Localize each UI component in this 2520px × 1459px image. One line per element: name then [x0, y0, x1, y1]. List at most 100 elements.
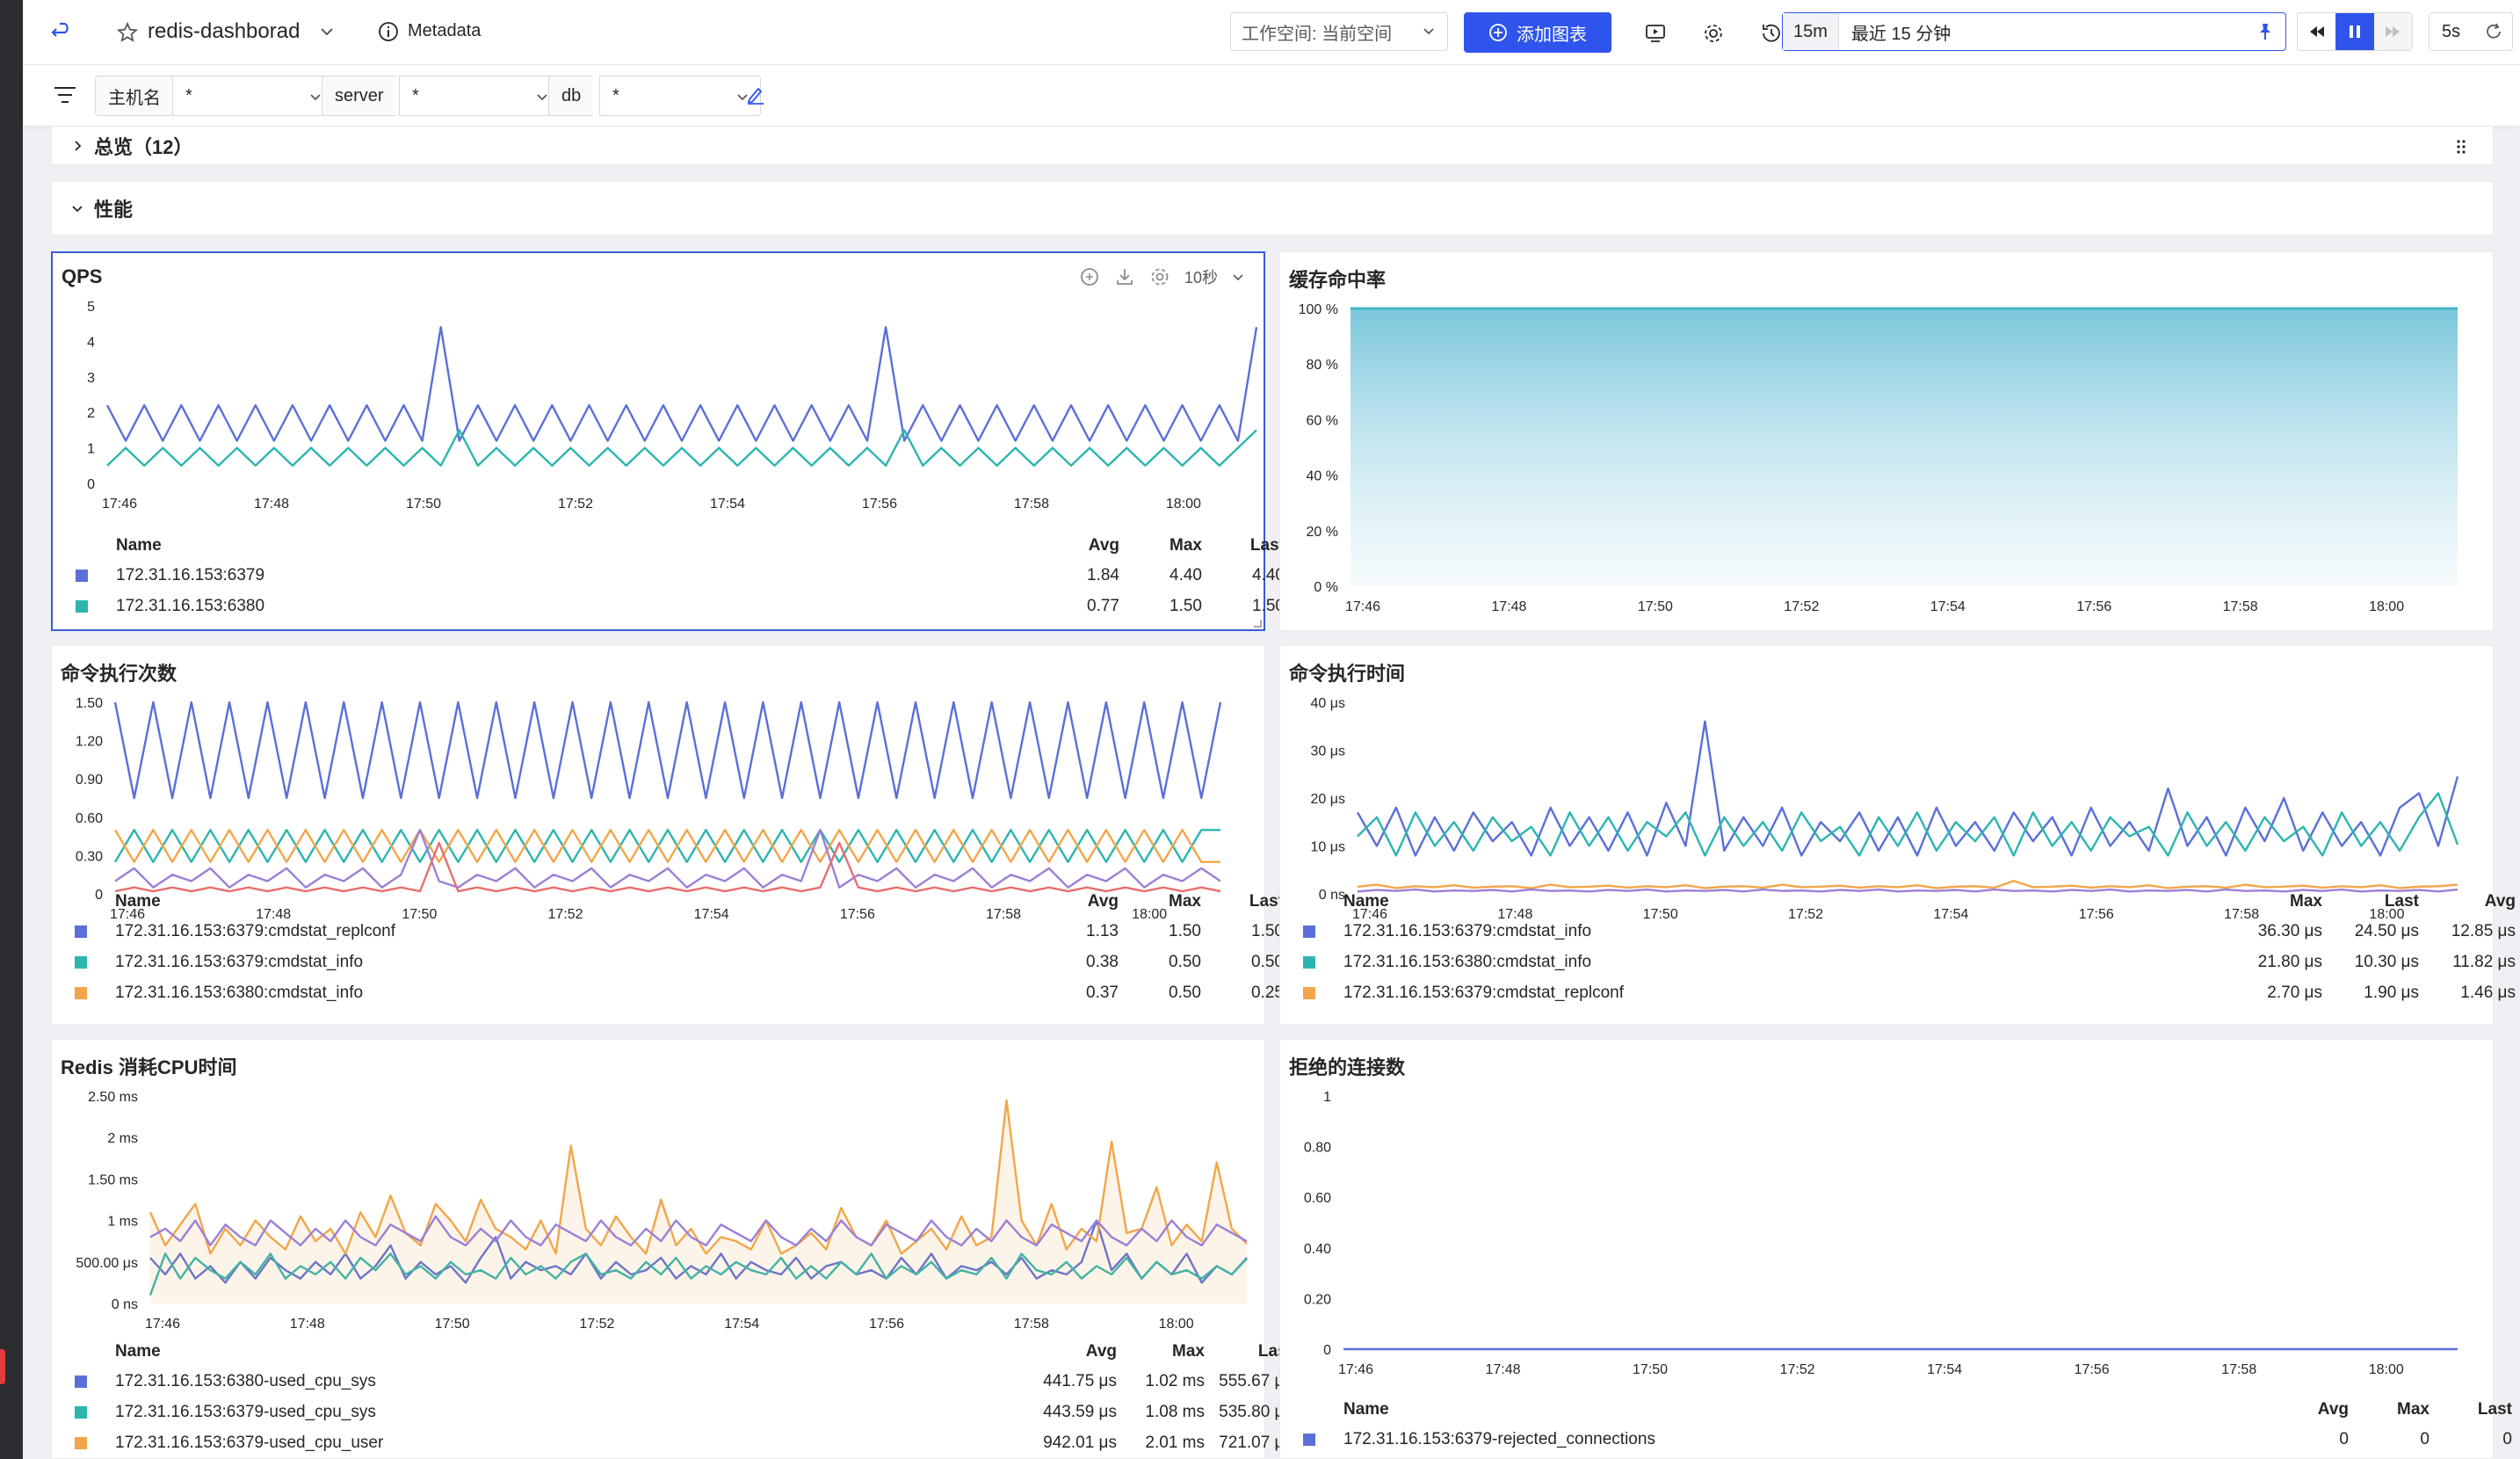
y-tick-label: 40 μs	[1311, 696, 1345, 711]
download-icon[interactable]	[1114, 266, 1135, 287]
series-line[interactable]	[113, 829, 1220, 863]
gear-icon[interactable]	[1149, 266, 1170, 287]
legend-header-col[interactable]: Max	[1172, 1342, 1205, 1361]
legend-header-col[interactable]: Avg	[1085, 1342, 1117, 1361]
filter-select-db[interactable]: *	[599, 76, 761, 116]
legend-row[interactable]: 172.31.16.153:6379:cmdstat_replconf 1.13 1…	[75, 918, 1284, 945]
row-performance[interactable]: 性能	[51, 181, 2494, 236]
legend-row[interactable]: 172.31.16.153:6379 1.84 4.40 4.40	[76, 563, 1285, 589]
legend-value: 12.85 μs	[2451, 922, 2516, 940]
panel-redis-cpu[interactable]: Redis 消耗CPU时间 0 ns 500.00 μs 1 ms 1.50 ms 2 …	[51, 1039, 1293, 1459]
filter-select-hostname[interactable]: *	[172, 76, 334, 116]
y-tick-label: 0 ns	[1319, 888, 1345, 903]
x-tick-label: 17:58	[1014, 1317, 1049, 1332]
y-tick-label: 0.20	[1304, 1292, 1331, 1307]
panel-command-count[interactable]: 命令执行次数 0 0.30 0.60 0.90 1.20 1.50 17:46 17:48 17…	[51, 645, 1284, 1025]
legend-header-col[interactable]: Last	[2477, 1400, 2512, 1419]
panel-qps[interactable]: QPS 10秒 0 1 2 3 4 5 17:46 17:48 17:50 17:52 17:54 1…	[51, 251, 1285, 631]
history-icon[interactable]	[1754, 16, 1789, 51]
legend-header-col[interactable]: Last	[2384, 892, 2419, 911]
legend-header-col[interactable]: Max	[2397, 1400, 2429, 1419]
legend-header-col[interactable]: Avg	[1087, 892, 1119, 911]
series-line[interactable]	[1357, 792, 2459, 857]
x-tick-label: 17:52	[1780, 1362, 1815, 1374]
legend-row[interactable]: 172.31.16.153:6379-used_cpu_sys 443.59 μs…	[75, 1399, 1293, 1426]
series-line[interactable]	[1357, 880, 2458, 889]
refresh-icon[interactable]	[2484, 22, 2503, 41]
command-time-chart[interactable]: 0 ns 10 μs 20 μs 30 μs 40 μs 17:46 17:48 17:50 1…	[1280, 690, 2491, 922]
legend-row[interactable]: 172.31.16.153:6379:cmdstat_info 0.38 0.50 0…	[75, 949, 1284, 976]
add-chart-button[interactable]: 添加图表	[1464, 12, 1611, 53]
legend-header-col[interactable]: Last	[1249, 536, 1285, 555]
panel-rejected-connections[interactable]: 拒绝的连接数 0 0.20 0.40 0.60 0.80 1 17:46 17:48 17:50…	[1279, 1039, 2512, 1459]
row-overview[interactable]: 总览（12）	[51, 127, 2494, 165]
legend-header-name: Name	[1343, 1400, 1389, 1419]
dashboard-name[interactable]: redis-dashborad	[148, 19, 301, 43]
legend-header-col[interactable]: Max	[2290, 892, 2322, 911]
series-line[interactable]	[148, 1252, 1248, 1296]
series-line[interactable]	[114, 841, 1221, 893]
legend-header-col[interactable]: Last	[1257, 1342, 1293, 1361]
legend-row[interactable]: 172.31.16.153:6379-rejected_connections 0…	[1303, 1426, 2512, 1453]
command-count-chart[interactable]: 0 0.30 0.60 0.90 1.20 1.50 17:46 17:48 17:50 17:5…	[52, 690, 1263, 922]
x-tick-label: 17:46	[1338, 1362, 1373, 1374]
panel-cache-hit-rate[interactable]: 缓存命中率 0 % 20 % 40 % 60 % 80 % 100 % 17:46 17:48…	[1279, 251, 2494, 631]
cache-hit-chart[interactable]: 0 % 20 % 40 % 60 % 80 % 100 % 17:46 17:48 17:50 1…	[1280, 296, 2491, 621]
legend-header-col[interactable]: Avg	[2317, 1400, 2349, 1419]
legend-value: 0.50	[1251, 953, 1284, 971]
legend-row[interactable]: 172.31.16.153:6380:cmdstat_info 0.37 0.50 0…	[75, 980, 1284, 1006]
series-line[interactable]	[1356, 720, 2459, 857]
zoom-icon[interactable]	[1079, 266, 1100, 287]
chevron-down-icon[interactable]	[318, 23, 336, 45]
filter-icon[interactable]	[53, 84, 77, 110]
metadata-link[interactable]: Metadata	[408, 21, 482, 40]
x-tick-label: 17:54	[1933, 907, 1968, 922]
y-tick-label: 0.60	[1304, 1191, 1331, 1206]
redis-cpu-chart[interactable]: 0 ns 500.00 μs 1 ms 1.50 ms 2 ms 2.50 ms 17:46…	[52, 1084, 1263, 1332]
qps-chart[interactable]: 0 1 2 3 4 5 17:46 17:48 17:50 17:52 17:54 17:56 17:5…	[53, 297, 1264, 519]
legend-header-col[interactable]: Last	[1249, 892, 1284, 911]
series-line[interactable]	[149, 1215, 1248, 1247]
chevron-down-icon[interactable]	[1232, 271, 1244, 283]
y-tick-label: 0.90	[76, 773, 103, 788]
edit-icon[interactable]	[745, 84, 766, 110]
legend-header-col[interactable]: Avg	[2484, 892, 2516, 911]
tv-mode-icon[interactable]	[1638, 16, 1673, 51]
back-icon[interactable]	[47, 18, 77, 47]
drag-handle-icon[interactable]	[2456, 139, 2466, 155]
pin-icon[interactable]	[2256, 22, 2275, 41]
filter-select-server[interactable]: *	[399, 76, 561, 116]
legend-row[interactable]: 172.31.16.153:6380 0.77 1.50 1.50	[76, 593, 1285, 620]
gear-icon[interactable]	[1696, 16, 1731, 51]
legend-series-name: 172.31.16.153:6379-used_cpu_sys	[115, 1403, 376, 1421]
series-line[interactable]	[113, 700, 1222, 800]
star-icon[interactable]	[114, 18, 141, 47]
legend-header-col[interactable]: Max	[1169, 536, 1202, 555]
legend-row[interactable]: 172.31.16.153:6380:cmdstat_info 21.80 μs 1…	[1303, 949, 2516, 976]
resize-handle-icon[interactable]	[1253, 619, 1262, 628]
legend-header-col[interactable]: Max	[1169, 892, 1201, 911]
legend-row[interactable]: 172.31.16.153:6379-used_cpu_user 942.01 μ…	[75, 1430, 1293, 1456]
legend-row[interactable]: 172.31.16.153:6379:cmdstat_replconf 2.70 …	[1303, 980, 2516, 1006]
workspace-select[interactable]: 工作空间: 当前空间	[1230, 12, 1448, 51]
rejected-connections-chart[interactable]: 0 0.20 0.40 0.60 0.80 1 17:46 17:48 17:50 17:52 17…	[1280, 1084, 2491, 1374]
series-line[interactable]	[106, 429, 1257, 467]
refresh-interval[interactable]: 5s	[2429, 12, 2513, 51]
series-line[interactable]	[114, 829, 1221, 889]
panel-command-time[interactable]: 命令执行时间 0 ns 10 μs 20 μs 30 μs 40 μs 17:46 17:4…	[1279, 645, 2516, 1025]
x-tick-label: 17:46	[102, 497, 137, 512]
time-range-picker[interactable]: 15m 最近 15 分钟	[1782, 12, 2286, 51]
interval-select[interactable]: 10秒	[1184, 269, 1218, 287]
legend-row[interactable]: 172.31.16.153:6380-used_cpu_sys 441.75 μs…	[75, 1368, 1293, 1395]
series-line[interactable]	[113, 829, 1220, 863]
x-tick-label: 17:56	[2075, 1362, 2110, 1374]
legend-value: 535.80 μs	[1219, 1403, 1293, 1421]
series-line[interactable]	[105, 326, 1258, 442]
legend-header-col[interactable]: Avg	[1088, 536, 1119, 555]
series-line[interactable]	[149, 1219, 1248, 1284]
pause-icon[interactable]	[2335, 13, 2374, 50]
fast-forward-icon[interactable]	[2373, 13, 2412, 50]
legend-row[interactable]: 172.31.16.153:6379:cmdstat_info 36.30 μs 2…	[1303, 918, 2516, 945]
rewind-icon[interactable]	[2298, 13, 2335, 50]
series-line[interactable]	[1357, 888, 2458, 893]
